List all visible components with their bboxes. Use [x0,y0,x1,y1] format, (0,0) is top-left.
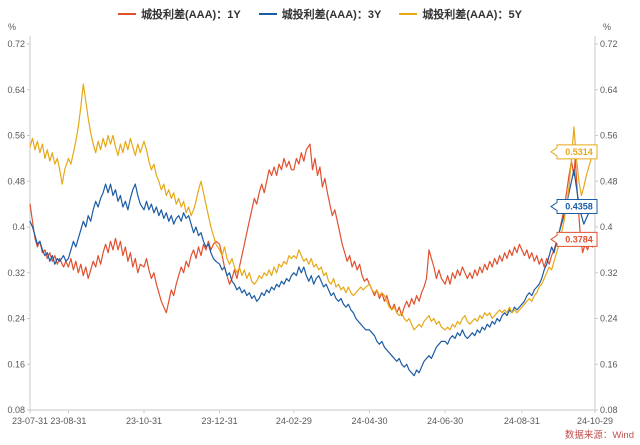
y-tick-label-left: 0.4 [12,222,25,232]
x-tick-label: 23-08-31 [50,416,86,426]
y-tick-label-right: 0.32 [600,268,618,278]
x-tick-label: 24-04-30 [351,416,387,426]
legend-item-3y[interactable]: 城投利差(AAA)：3Y [258,6,382,22]
y-axis-unit-left: % [8,22,16,32]
series-line-3 [29,83,596,331]
legend-item-1y[interactable]: 城投利差(AAA)：1Y [118,6,241,22]
end-label-tag-2 [550,199,598,215]
legend-label-3y: 城投利差(AAA)：3Y [281,9,382,21]
y-tick-label-left: 0.48 [7,176,25,186]
x-tick-label: 23-12-31 [202,416,238,426]
legend-label-1y: 城投利差(AAA)：1Y [141,9,241,21]
x-tick-label: 23-10-31 [126,416,162,426]
end-label-tag-1 [550,231,598,247]
legend-line-3y-icon [258,13,277,15]
y-tick-label-left: 0.72 [7,39,25,49]
legend-line-5y-icon [399,13,418,15]
y-tick-label-left: 0.32 [7,268,25,278]
x-tick-label: 24-02-29 [276,416,312,426]
y-tick-label-right: 0.16 [600,359,618,369]
legend-line-1y-icon [118,13,137,15]
series-line-2 [29,169,596,377]
x-tick-label: 24-06-30 [427,416,463,426]
series-line-1 [29,143,596,317]
x-tick-label: 23-07-31 [12,416,48,426]
end-label-value-1: 0.3784 [565,234,593,244]
end-label-tag-3 [550,144,598,160]
y-tick-label-left: 0.08 [7,405,25,415]
y-tick-label-right: 0.64 [600,85,618,95]
y-axis-unit-right: % [603,22,611,32]
y-tick-label-right: 0.24 [600,314,618,324]
y-tick-label-right: 0.72 [600,39,618,49]
end-label-value-3: 0.5314 [565,147,593,157]
data-source-note: 数据来源：Wind [564,430,634,441]
end-label-value-2: 0.4358 [565,202,593,212]
chart-legend: 城投利差(AAA)：1Y 城投利差(AAA)：3Y 城投利差(AAA)：5Y [0,6,640,22]
x-tick-label: 24-08-31 [504,416,540,426]
y-tick-label-left: 0.56 [7,131,25,141]
y-tick-label-right: 0.08 [600,405,618,415]
y-tick-label-left: 0.64 [7,85,25,95]
y-tick-label-right: 0.4 [600,222,613,232]
legend-label-5y: 城投利差(AAA)：5Y [422,9,522,21]
y-tick-label-right: 0.56 [600,131,618,141]
y-tick-label-left: 0.24 [7,314,25,324]
y-tick-label-right: 0.48 [600,176,618,186]
legend-item-5y[interactable]: 城投利差(AAA)：5Y [399,6,522,22]
x-tick-label: 24-10-29 [577,416,613,426]
y-tick-label-left: 0.16 [7,359,25,369]
